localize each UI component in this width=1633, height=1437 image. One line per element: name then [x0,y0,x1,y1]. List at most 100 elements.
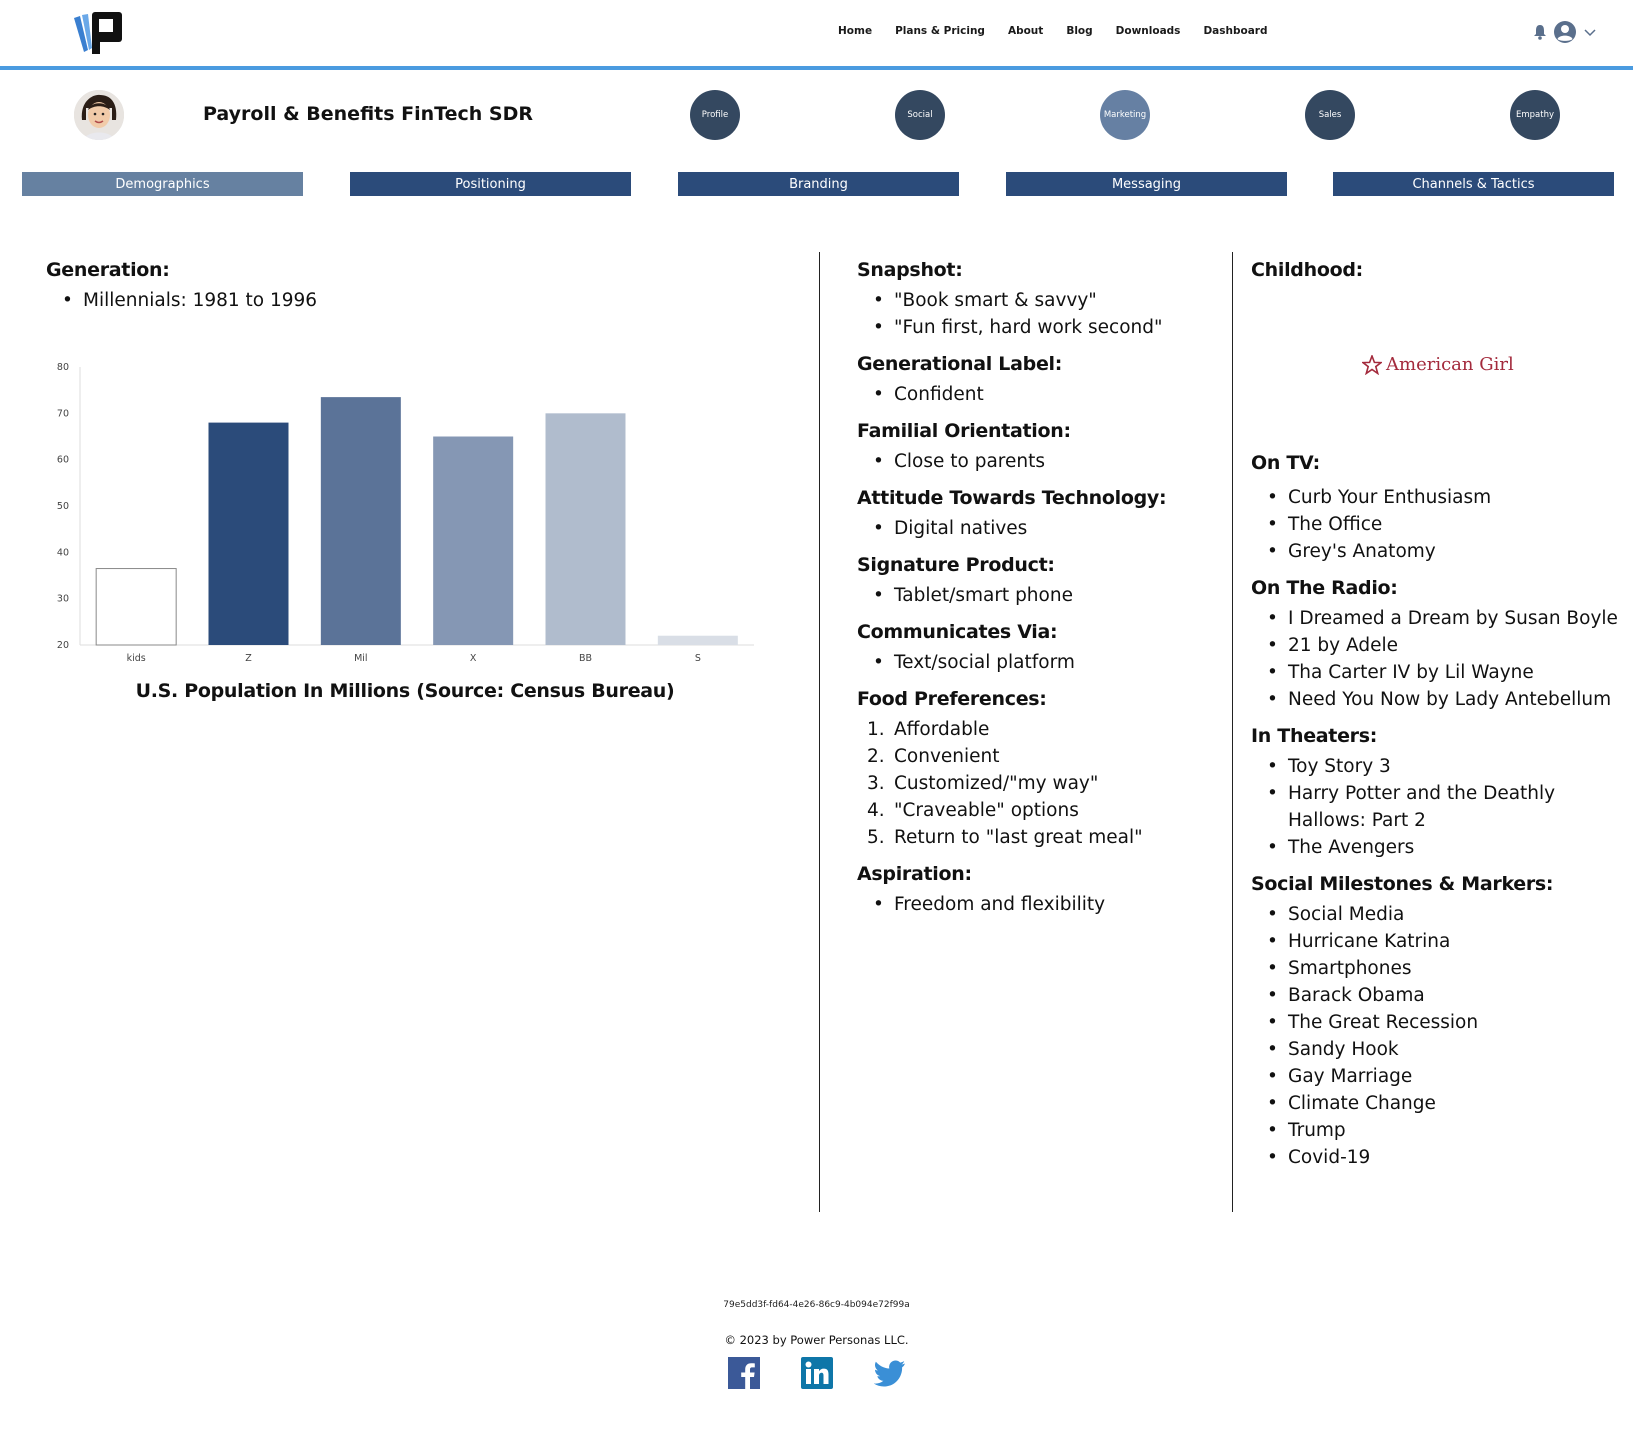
tab-positioning[interactable]: Positioning [350,172,631,196]
list-item: 1. Affordable [857,716,1166,743]
y-tick-label: 70 [57,408,69,419]
chart-title: U.S. Population In Millions (Source: Cen… [135,680,675,702]
tab-messaging[interactable]: Messaging [1006,172,1287,196]
list-item: Freedom and flexibility [857,891,1166,918]
signature-product-heading: Signature Product: [857,554,1055,576]
aspiration-heading: Aspiration: [857,863,972,885]
list-item: Tablet/smart phone [857,582,1166,609]
list-item: The Office [1251,511,1618,538]
bar-mil [320,397,401,645]
food-preferences-list: 1. Affordable 2. Convenient 3. Customized/"… [857,716,1166,851]
list-item: Toy Story 3 [1251,753,1618,780]
familial-orientation-list: Close to parents [857,448,1166,475]
list-item: Digital natives [857,515,1166,542]
x-tick-label: X [470,653,477,664]
profile-circle-button[interactable]: Profile [690,90,740,140]
list-item: The Avengers [1251,834,1618,861]
generation-heading: Generation: [46,259,170,281]
generation-section: Generation: Millennials: 1981 to 1996 [46,259,317,326]
marketing-circle-button[interactable]: Marketing [1100,90,1150,140]
tab-demographics[interactable]: Demographics [22,172,303,196]
list-item-text: Convenient [894,746,1000,767]
sales-circle-button[interactable]: Sales [1305,90,1355,140]
x-tick-label: S [695,653,701,664]
list-item: "Book smart & savvy" [857,287,1166,314]
nav-downloads[interactable]: Downloads [1115,25,1181,37]
social-milestones-heading: Social Milestones & Markers: [1251,873,1554,895]
facebook-icon[interactable] [728,1357,760,1389]
chevron-down-icon[interactable] [1583,27,1597,37]
generational-label-list: Confident [857,381,1166,408]
nav-about[interactable]: About [1007,25,1044,37]
communicates-via-heading: Communicates Via: [857,621,1058,643]
column-divider-right [1232,252,1233,1212]
y-tick-label: 80 [57,362,69,373]
list-item: Confident [857,381,1166,408]
generational-label-heading: Generational Label: [857,353,1063,375]
power-personas-logo[interactable] [72,10,128,56]
list-number: 3. [867,773,885,794]
list-item: 5. Return to "last great meal" [857,824,1166,851]
list-item: 3. Customized/"my way" [857,770,1166,797]
middle-column: Snapshot: "Book smart & savvy" "Fun firs… [857,259,1167,930]
linkedin-icon[interactable] [801,1357,833,1389]
y-tick-label: 20 [57,640,69,651]
tab-channels-tactics[interactable]: Channels & Tactics [1333,172,1614,196]
y-tick-label: 30 [57,594,69,605]
bar-kids [95,568,177,646]
list-item-text: "Craveable" options [894,800,1079,821]
list-item-text: Affordable [894,719,990,740]
list-item: Climate Change [1251,1090,1618,1117]
population-bar-chart: 80 70 60 50 40 30 20 kids Z Mil X BB S [57,362,754,664]
snapshot-list: "Book smart & savvy" "Fun first, hard wo… [857,287,1166,341]
list-item: I Dreamed a Dream by Susan Boyle [1251,605,1618,632]
empathy-circle-button[interactable]: Empathy [1510,90,1560,140]
list-item: 2. Convenient [857,743,1166,770]
nav-dashboard[interactable]: Dashboard [1203,25,1268,37]
list-item: Smartphones [1251,955,1618,982]
x-tick-label: Mil [354,653,367,664]
persona-id: 79e5dd3f-fd64-4e26-86c9-4b094e72f99a [723,1300,910,1310]
list-item: 21 by Adele [1251,632,1618,659]
list-item: Sandy Hook [1251,1036,1618,1063]
american-girl-logo: American Girl [1362,354,1514,375]
y-tick-label: 50 [57,501,69,512]
on-tv-heading: On TV: [1251,452,1320,474]
y-tick-label: 60 [57,455,69,466]
list-item-text: Customized/"my way" [894,773,1099,794]
list-number: 5. [867,827,885,848]
user-avatar-icon[interactable] [1553,20,1577,44]
communicates-via-list: Text/social platform [857,649,1166,676]
snapshot-heading: Snapshot: [857,259,963,281]
list-item: Barack Obama [1251,982,1618,1009]
list-item: Close to parents [857,448,1166,475]
x-tick-label: Z [245,653,252,664]
y-tick-label: 40 [57,547,69,558]
nav-blog[interactable]: Blog [1066,25,1093,37]
nav-plans-pricing[interactable]: Plans & Pricing [895,25,985,37]
list-item: Curb Your Enthusiasm [1251,484,1618,511]
list-item: The Great Recession [1251,1009,1618,1036]
social-milestones-list: Social Media Hurricane Katrina Smartphon… [1251,901,1618,1171]
on-tv-list: Curb Your Enthusiasm The Office Grey's A… [1251,484,1618,565]
list-number: 1. [867,719,885,740]
x-tick-label: kids [127,653,146,664]
list-item: Harry Potter and the Deathly [1251,780,1618,807]
list-item: 4. "Craveable" options [857,797,1166,824]
list-number: 2. [867,746,885,767]
list-item: Social Media [1251,901,1618,928]
twitter-icon[interactable] [874,1357,906,1389]
social-circle-button[interactable]: Social [895,90,945,140]
technology-attitude-list: Digital natives [857,515,1166,542]
header-icons [1533,20,1597,44]
technology-attitude-heading: Attitude Towards Technology: [857,487,1167,509]
childhood-heading: Childhood: [1251,259,1363,281]
bell-icon[interactable] [1533,24,1547,40]
list-item-text: Return to "last great meal" [894,827,1143,848]
generation-list: Millennials: 1981 to 1996 [46,287,317,314]
star-icon [1362,354,1382,375]
nav-home[interactable]: Home [838,25,873,37]
bar-x [433,436,514,645]
tab-branding[interactable]: Branding [678,172,959,196]
bar-s [657,635,738,645]
